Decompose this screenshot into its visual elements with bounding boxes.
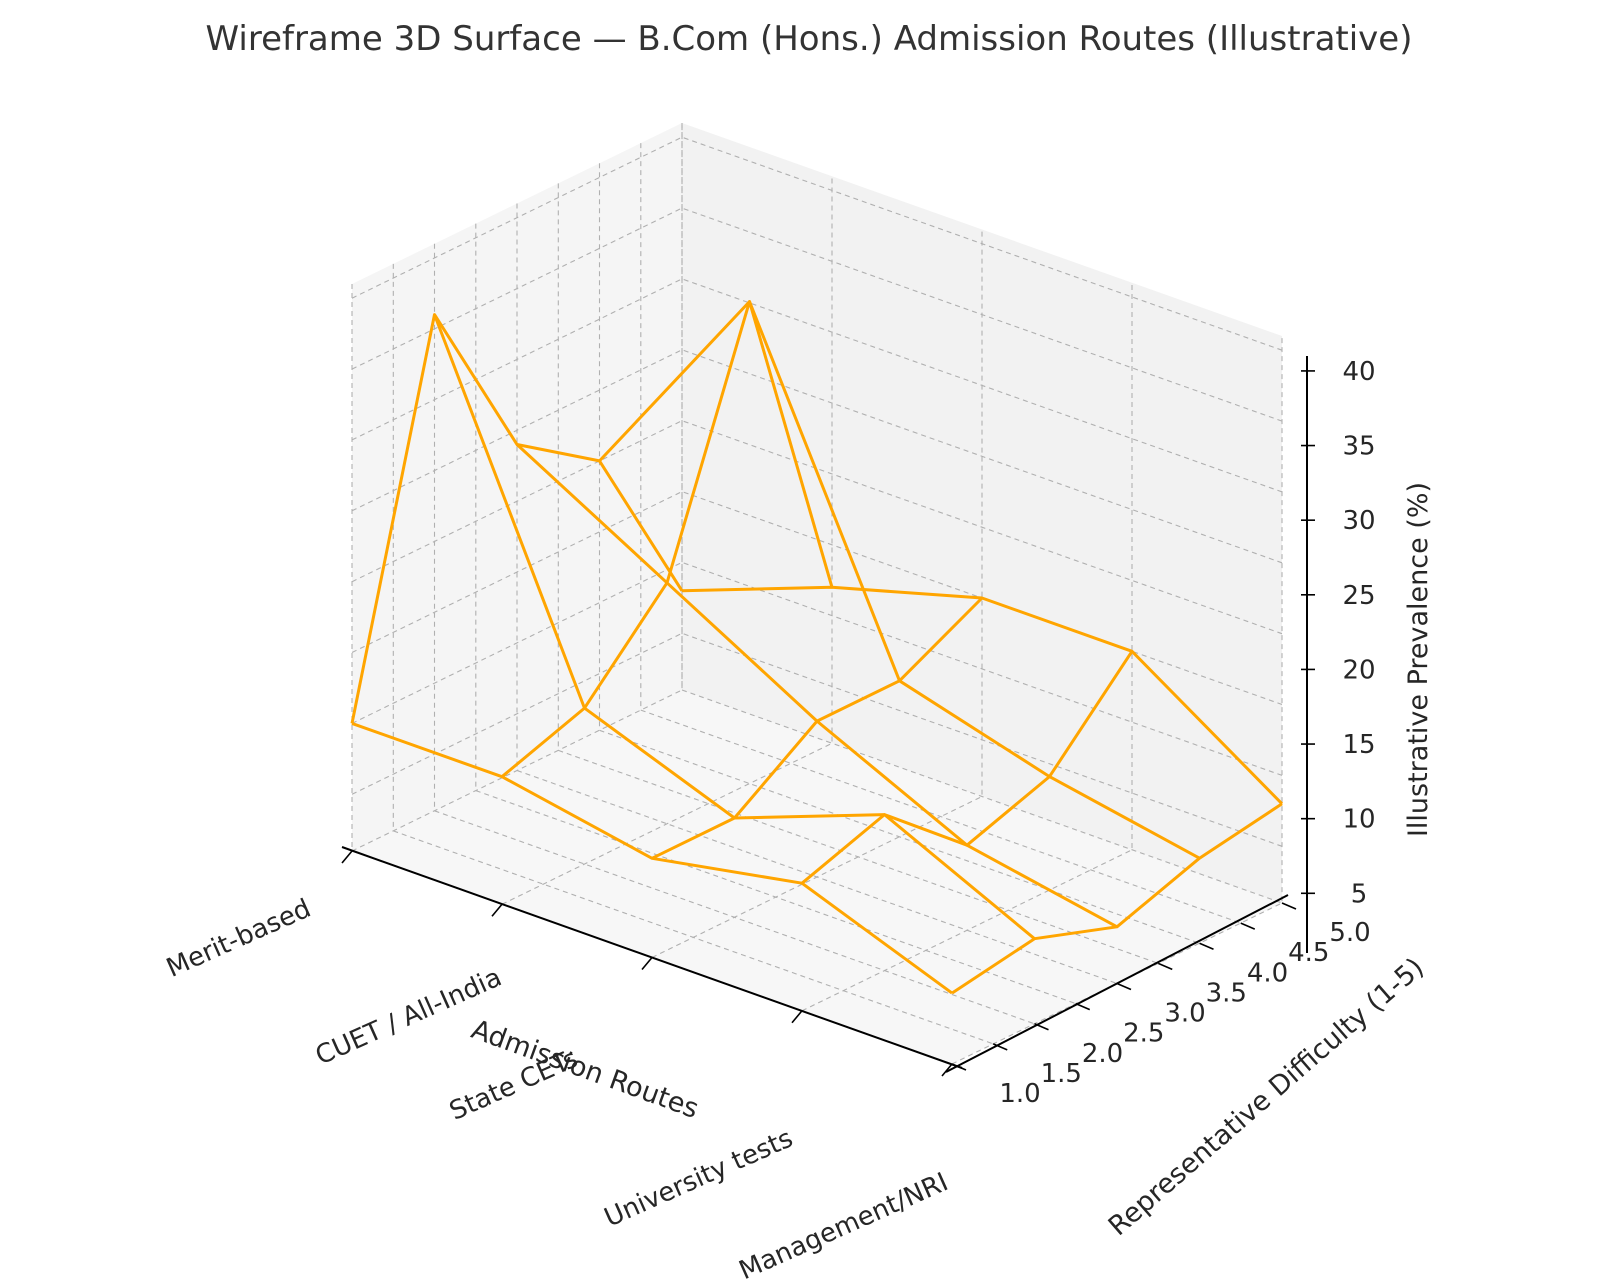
y-gridline [598, 163, 1200, 944]
y-tickmark [992, 1043, 1008, 1051]
y-tick-label: 2.0 [1082, 1039, 1123, 1069]
y-gridline [516, 203, 1118, 985]
x-tickmark [341, 850, 353, 864]
z-axis-label: Illustrative Prevalence (%) [1403, 482, 1434, 837]
y-tickmark [1240, 922, 1256, 930]
x-axis-label: Admission Routes [467, 1014, 702, 1125]
y-axis-label: Representative Difficulty (1-5) [1103, 952, 1430, 1242]
wire-column [951, 802, 1283, 995]
y-tick-label: 3.5 [1206, 978, 1247, 1008]
y-tick-label: 1.0 [999, 1079, 1040, 1109]
y-gridline [392, 263, 994, 1045]
y-tick-label: 5.0 [1329, 918, 1370, 948]
wire-column [651, 596, 984, 860]
y-tick-label: 1.5 [1041, 1059, 1082, 1089]
x-tickmark [791, 1010, 803, 1024]
z-tick-label: 20 [1342, 655, 1375, 685]
y-tick-label: 4.5 [1288, 938, 1329, 968]
z-tick-label: 30 [1342, 506, 1375, 536]
axes [341, 356, 1315, 1077]
y-tickmark [1116, 982, 1132, 991]
wire-column [501, 300, 834, 778]
y-gridline [640, 143, 1241, 924]
y-gridline [557, 183, 1159, 964]
y-tickmark [1199, 942, 1214, 950]
x-tick-label: Merit-based [162, 894, 315, 984]
y-tick-label: 4.0 [1247, 958, 1288, 988]
y-gridline [681, 123, 1283, 904]
y-gridline [475, 223, 1076, 1005]
z-tick-label: 10 [1342, 805, 1375, 835]
y-tick-label: 3.0 [1164, 999, 1205, 1029]
z-tick-label: 25 [1342, 581, 1375, 611]
z-tick-label: 40 [1342, 357, 1375, 387]
x-tickmark [491, 903, 503, 917]
y-tickmark [951, 1063, 967, 1071]
x-tick-label: Management/NRI [735, 1167, 953, 1285]
wireframe-surface [350, 300, 1284, 995]
y-gridline [433, 243, 1035, 1025]
z-tick-label: 35 [1342, 432, 1375, 462]
x-tickmark [941, 1063, 953, 1077]
y-tickmark [1157, 962, 1173, 971]
z-tick-label: 5 [1351, 879, 1368, 909]
x-tick-label: University tests [600, 1123, 798, 1233]
x-tickmark [641, 956, 653, 971]
z-tick-label: 15 [1342, 730, 1375, 760]
y-tickmark [1075, 1002, 1091, 1011]
wire-column [350, 313, 684, 724]
y-tickmark [1034, 1023, 1049, 1031]
wire-column [801, 650, 1134, 885]
y-tick-label: 2.5 [1123, 1019, 1164, 1049]
chart-title: Wireframe 3D Surface — B.Com (Hons.) Adm… [206, 19, 1413, 59]
y-tickmark [1281, 902, 1297, 910]
